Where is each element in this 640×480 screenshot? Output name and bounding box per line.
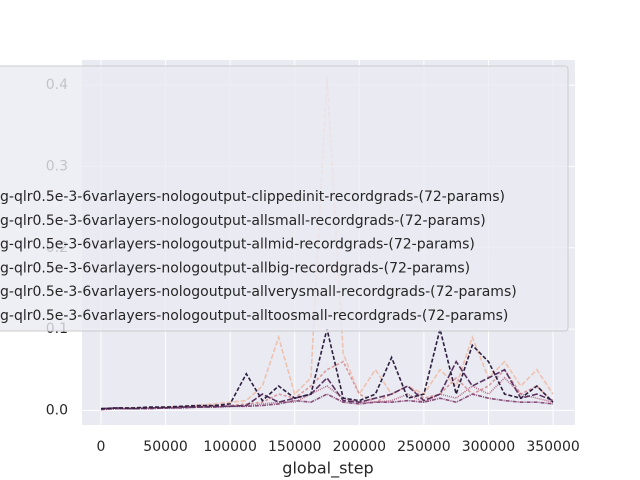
legend-label: g-qlr0.5e-3-6varlayers-nologoutput-allve… [0, 284, 517, 300]
legend-label: g-qlr0.5e-3-6varlayers-nologoutput-clipp… [0, 189, 505, 205]
legend-label: g-qlr0.5e-3-6varlayers-nologoutput-allsm… [0, 213, 486, 229]
x-tick-label: 250000 [397, 439, 450, 455]
legend-label: g-qlr0.5e-3-6varlayers-nologoutput-allbi… [0, 260, 470, 276]
y-tick-label: 0.0 [46, 402, 68, 418]
x-tick-label: 350000 [526, 439, 579, 455]
x-tick-label: 200000 [333, 439, 386, 455]
x-tick-label: 50000 [143, 439, 188, 455]
x-tick-label: 300000 [462, 439, 515, 455]
legend-label: g-qlr0.5e-3-6varlayers-nologoutput-allmi… [0, 237, 475, 253]
series-line [101, 376, 554, 410]
legend-label: g-qlr0.5e-3-6varlayers-nologoutput-allto… [0, 308, 508, 324]
x-axis-label: global_step [282, 459, 373, 479]
x-tick-label: 150000 [268, 439, 321, 455]
legend-box [0, 65, 569, 332]
x-tick-label: 100000 [203, 439, 256, 455]
x-tick-label: 0 [97, 439, 106, 455]
